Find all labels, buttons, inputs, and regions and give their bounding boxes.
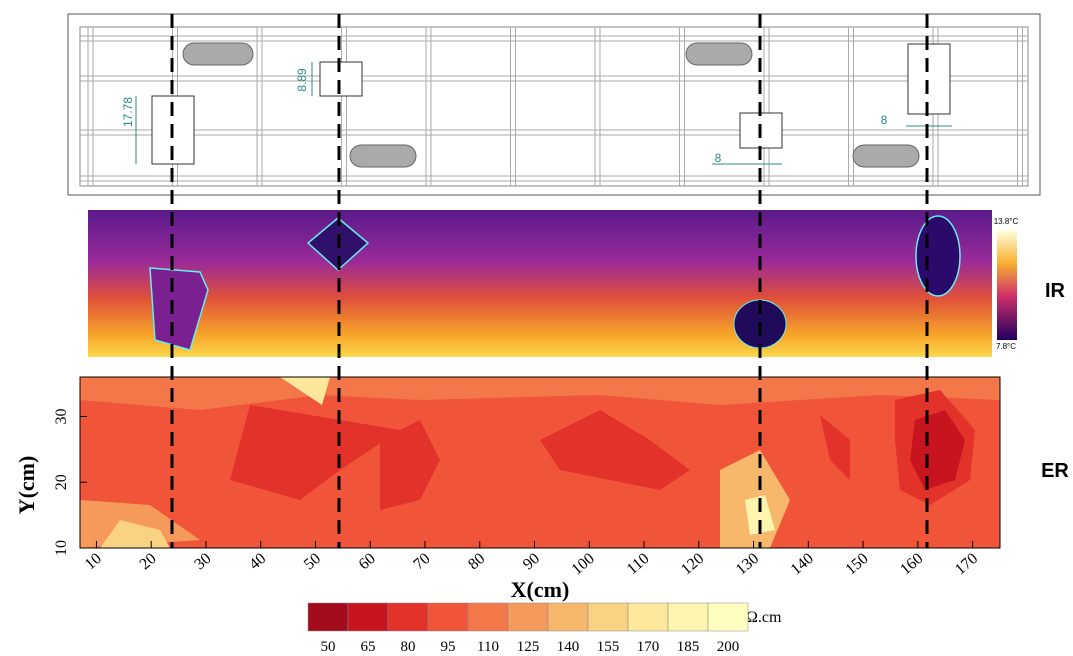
colorbar-tick-label: 155 <box>597 639 620 655</box>
dimension-label: 8 <box>715 151 722 165</box>
colorbar-swatch <box>468 603 508 631</box>
x-tick-label: 30 <box>191 550 214 573</box>
x-tick-label: 140 <box>788 550 817 578</box>
dimension-label: 17.78 <box>121 97 135 127</box>
x-tick-label: 110 <box>624 550 653 578</box>
colorbar-tick-label: 200 <box>717 639 740 655</box>
colorbar-tick-label: 185 <box>677 639 700 655</box>
figure: 17.78 8.89 8 8 13.8°C 7.8°C IR ER X(cm) … <box>0 0 1073 656</box>
colorbar-tick-label: 170 <box>637 639 660 655</box>
y-axis-label: Y(cm) <box>14 456 39 515</box>
x-tick-label: 50 <box>301 550 324 573</box>
x-tick-label: 120 <box>678 550 707 578</box>
er-label: ER <box>1041 460 1069 482</box>
ir-image <box>88 210 1017 357</box>
colorbar-swatch <box>708 603 748 631</box>
colorbar-tick-label: 65 <box>361 639 376 655</box>
ir-scale-min: 7.8°C <box>996 342 1016 351</box>
er-field <box>80 377 1000 548</box>
y-tick-label: 30 <box>53 408 70 424</box>
x-tick-label: 20 <box>137 550 160 573</box>
colorbar-tick-label: 140 <box>557 639 580 655</box>
x-tick-label: 100 <box>569 550 598 578</box>
ir-label: IR <box>1045 280 1066 302</box>
x-tick-label: 10 <box>82 550 105 573</box>
x-tick-label: 170 <box>952 550 981 578</box>
colorbar-tick-label: 110 <box>477 639 499 655</box>
colorbar-tick-label: 125 <box>517 639 540 655</box>
y-tick-label: 10 <box>53 540 70 556</box>
colorbar-swatch <box>388 603 428 631</box>
dimension-label: 8 <box>881 113 888 127</box>
x-tick-label: 160 <box>897 550 926 578</box>
x-tick-label: 80 <box>465 550 488 573</box>
x-tick-label: 130 <box>733 550 762 578</box>
x-axis-label: X(cm) <box>511 577 570 602</box>
colorbar-tick-label: 50 <box>321 639 336 655</box>
colorbar-swatch <box>548 603 588 631</box>
ir-scale-max: 13.8°C <box>994 217 1019 226</box>
colorbar-swatch <box>588 603 628 631</box>
colorbar-swatch <box>668 603 708 631</box>
colorbar-tick-label: 95 <box>441 639 456 655</box>
dimension-label: 8.89 <box>295 68 309 92</box>
x-tick-label: 90 <box>520 550 543 573</box>
colorbar-swatch <box>308 603 348 631</box>
colorbar-tick-label: 80 <box>401 639 416 655</box>
colorbar-swatch <box>508 603 548 631</box>
x-tick-label: 70 <box>410 550 433 573</box>
colorbar-swatch <box>428 603 468 631</box>
schematic <box>68 14 1040 195</box>
colorbar-swatch <box>348 603 388 631</box>
y-tick-label: 20 <box>53 474 70 490</box>
colorbar-swatch <box>628 603 668 631</box>
x-tick-label: 150 <box>842 550 871 578</box>
x-tick-label: 60 <box>356 550 379 573</box>
x-tick-label: 40 <box>246 550 269 573</box>
